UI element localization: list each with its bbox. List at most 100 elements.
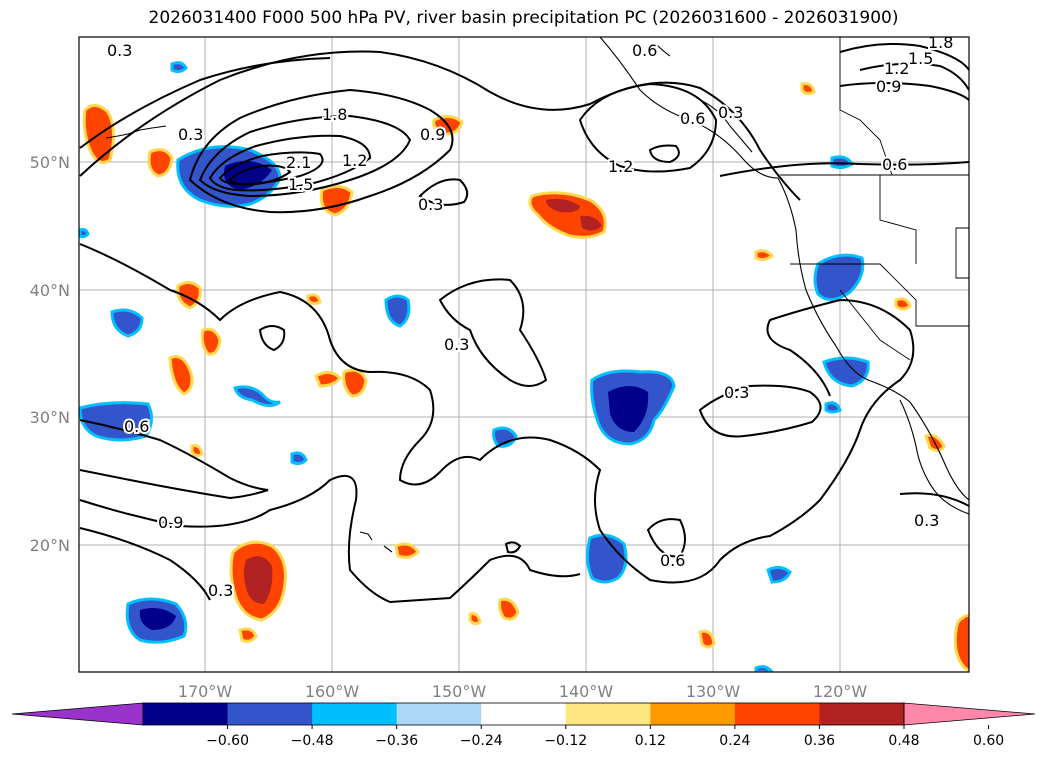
lat-label: 30°N bbox=[30, 408, 70, 427]
colorbar-tick-label: −0.60 bbox=[206, 733, 249, 749]
lon-label: 170°W bbox=[178, 682, 233, 701]
contour-line bbox=[258, 325, 286, 352]
contour-label: 0.6 bbox=[660, 551, 685, 570]
lon-label: 140°W bbox=[559, 682, 614, 701]
longitude-labels: 170°W 160°W 150°W 140°W 130°W 120°W bbox=[178, 682, 868, 701]
contour-line bbox=[188, 88, 454, 214]
contour-label: 0.9 bbox=[876, 77, 901, 96]
colorbar-segment bbox=[819, 703, 905, 725]
precip-blob bbox=[394, 542, 420, 559]
contour-line bbox=[646, 518, 686, 558]
colorbar-tick-label: −0.36 bbox=[375, 733, 418, 749]
precip-blob-core bbox=[139, 608, 176, 630]
precip-blob bbox=[585, 533, 628, 584]
colorbar-tick-label: −0.24 bbox=[460, 733, 503, 749]
latitude-labels: 50°N 40°N 30°N 20°N bbox=[30, 153, 70, 555]
colorbar-tick-label: 0.60 bbox=[973, 733, 1004, 749]
contour-line bbox=[79, 57, 331, 149]
contour-label: 0.3 bbox=[107, 41, 132, 60]
contour-label: 0.3 bbox=[208, 581, 233, 600]
colorbar-segment bbox=[312, 703, 398, 725]
colorbar-tick-label: 0.48 bbox=[888, 733, 919, 749]
precip-blob bbox=[813, 253, 865, 301]
precip-blob bbox=[384, 294, 411, 328]
contour-label: 1.5 bbox=[288, 175, 313, 194]
contour-line bbox=[839, 82, 969, 101]
map-frame bbox=[79, 37, 969, 672]
lat-label: 50°N bbox=[30, 153, 70, 172]
precip-blob bbox=[468, 612, 482, 626]
map-border bbox=[78, 36, 970, 673]
colorbar-segment bbox=[396, 703, 482, 725]
precip-blob-core bbox=[546, 198, 580, 213]
precip-blob bbox=[306, 293, 322, 306]
gridlines bbox=[79, 37, 969, 672]
contour-line bbox=[208, 134, 372, 192]
contour-line bbox=[79, 527, 211, 601]
contour-line bbox=[578, 82, 718, 173]
precip-blob bbox=[754, 665, 774, 672]
colorbar-tick-label: 0.12 bbox=[635, 733, 666, 749]
colorbar-tick-label: 0.24 bbox=[719, 733, 750, 749]
lon-label: 120°W bbox=[813, 682, 868, 701]
precip-blob bbox=[766, 565, 792, 584]
precip-blob bbox=[822, 356, 870, 388]
contour-label: 0.3 bbox=[444, 335, 469, 354]
contour-label: 0.3 bbox=[724, 383, 749, 402]
contour-label: 1.2 bbox=[608, 157, 633, 176]
precip-blob-core bbox=[580, 215, 602, 231]
precip-blob bbox=[170, 61, 188, 74]
contour-label: 1.2 bbox=[884, 59, 909, 78]
lon-label: 160°W bbox=[305, 682, 360, 701]
contour-label: 2.1 bbox=[286, 153, 311, 172]
precip-blob bbox=[314, 371, 342, 388]
contour-line bbox=[79, 50, 801, 201]
colorbar-tick-label: −0.12 bbox=[544, 733, 587, 749]
contour-label: 0.6 bbox=[680, 109, 705, 128]
colorbar-segment bbox=[734, 703, 820, 725]
contour-label: 0.3 bbox=[418, 195, 443, 214]
contour-label: 1.5 bbox=[908, 49, 933, 68]
precip-blob bbox=[342, 368, 368, 398]
precip-blob bbox=[492, 426, 518, 448]
precip-blob bbox=[110, 308, 144, 338]
map-title: 2026031400 F000 500 hPa PV, river basin … bbox=[148, 8, 899, 28]
precip-blob bbox=[498, 597, 520, 621]
precip-blob bbox=[147, 148, 174, 178]
colorbar-tick-label: 0.36 bbox=[804, 733, 835, 749]
contour-label: 1.2 bbox=[342, 151, 367, 170]
colorbar-segment bbox=[227, 703, 313, 725]
contour-label: 0.6 bbox=[124, 417, 149, 436]
precip-blob bbox=[824, 401, 842, 414]
colorbar-tick-label: −0.48 bbox=[291, 733, 334, 749]
precip-blob bbox=[800, 82, 816, 96]
contour-label: 1.8 bbox=[322, 105, 347, 124]
precip-blob bbox=[894, 297, 912, 311]
colorbar: −0.60 −0.48 −0.36 −0.24 −0.12 0.12 0.24 0.36 0.4… bbox=[11, 702, 1036, 749]
contour-label: 0.3 bbox=[718, 103, 743, 122]
contour-label: 0.3 bbox=[178, 125, 203, 144]
contour-line bbox=[859, 62, 969, 91]
lon-label: 150°W bbox=[432, 682, 487, 701]
precip-blob bbox=[168, 355, 194, 396]
colorbar-extend-low bbox=[11, 702, 144, 726]
colorbar-segment bbox=[481, 703, 567, 725]
contour-label: 0.9 bbox=[420, 125, 445, 144]
contour-line bbox=[899, 492, 969, 507]
precip-blob-core bbox=[608, 386, 649, 432]
coastlines bbox=[105, 37, 969, 553]
contour-labels: 0.3 0.3 1.8 0.9 2.1 1.5 1.2 0.3 0.6 1.2 … bbox=[105, 31, 955, 602]
lat-label: 20°N bbox=[30, 536, 70, 555]
precip-blob bbox=[190, 444, 204, 458]
political-borders bbox=[780, 37, 969, 361]
colorbar-border bbox=[142, 702, 905, 726]
precip-blob bbox=[79, 228, 90, 239]
contour-line bbox=[698, 384, 822, 438]
contour-label: 0.6 bbox=[632, 41, 657, 60]
contour-line bbox=[79, 419, 269, 500]
contour-line bbox=[79, 475, 581, 604]
colorbar-segment bbox=[143, 703, 229, 725]
lon-label: 130°W bbox=[686, 682, 741, 701]
contour-label: 0.6 bbox=[882, 155, 907, 174]
